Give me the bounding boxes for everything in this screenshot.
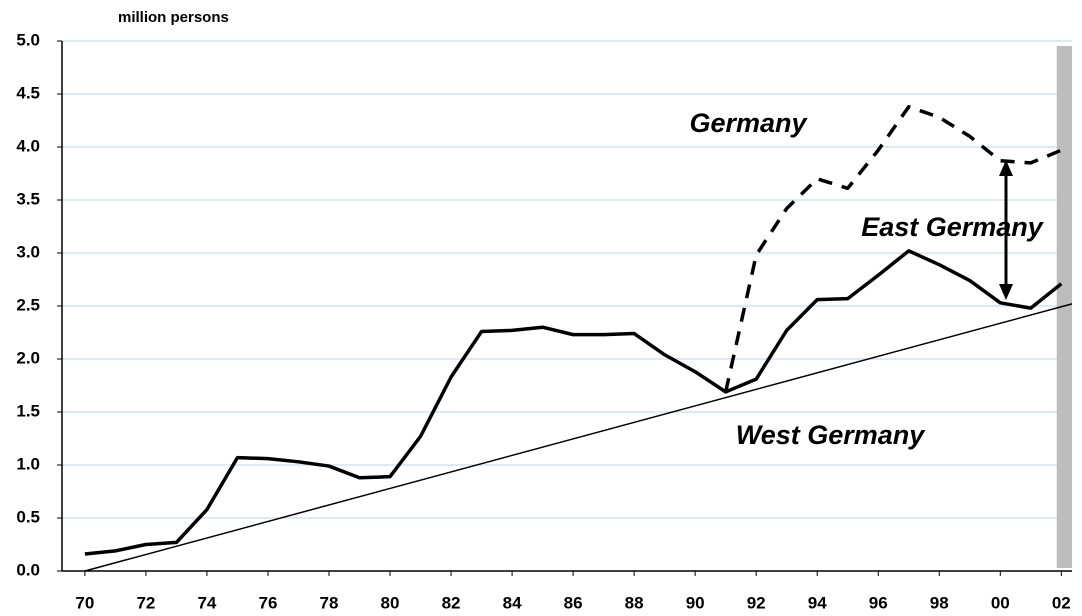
x-tick-label: 96 [869, 593, 888, 612]
y-tick-label: 2.0 [16, 348, 40, 367]
y-tick-label: 1.5 [16, 401, 40, 420]
series-line [723, 104, 1062, 393]
x-tick-label: 88 [625, 593, 644, 612]
x-tick-label: 80 [381, 593, 400, 612]
arrow-head [999, 160, 1013, 176]
x-tick-label: 92 [747, 593, 766, 612]
series-line [84, 249, 1063, 556]
y-tick-label: 3.5 [16, 189, 40, 208]
y-tick-label: 5.0 [16, 30, 40, 49]
x-tick-label: 86 [564, 593, 583, 612]
x-tick-label: 70 [75, 593, 94, 612]
x-tick-label: 98 [930, 593, 949, 612]
arrow-head [999, 284, 1013, 300]
x-tick-label: 90 [686, 593, 705, 612]
y-tick-label: 0.0 [16, 560, 40, 579]
x-tick-label: 72 [136, 593, 155, 612]
trend-line [84, 303, 1073, 572]
y-tick-label: 2.5 [16, 295, 40, 314]
x-tick-label: 74 [197, 593, 216, 612]
forecast-band [1056, 46, 1072, 568]
x-tick-label: 02 [1052, 593, 1071, 612]
y-tick-label: 4.0 [16, 136, 40, 155]
x-tick-label: 00 [991, 593, 1010, 612]
x-tick-label: 76 [259, 593, 278, 612]
annotation: West Germany [736, 420, 927, 450]
y-tick-label: 3.0 [16, 242, 40, 261]
x-tick-label: 82 [442, 593, 461, 612]
annotation: Germany [689, 108, 808, 138]
annotation: East Germany [861, 212, 1045, 242]
y-axis-label: million persons [118, 9, 229, 26]
x-tick-label: 94 [808, 593, 827, 612]
y-tick-label: 1.0 [16, 454, 40, 473]
y-tick-label: 4.5 [16, 83, 40, 102]
y-tick-label: 0.5 [16, 507, 40, 526]
x-tick-label: 78 [320, 593, 339, 612]
x-tick-label: 84 [503, 593, 522, 612]
